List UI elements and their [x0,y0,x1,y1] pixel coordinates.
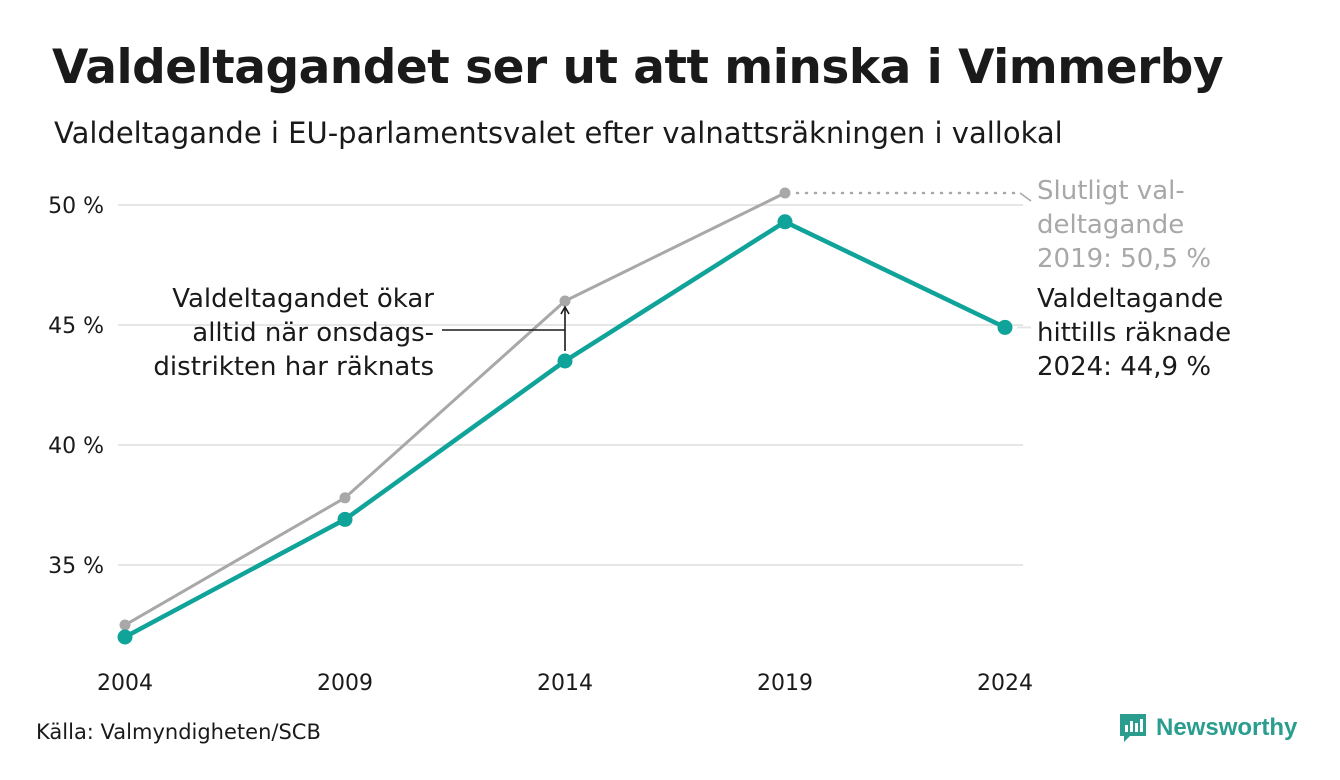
current-2024-annotation-line: hittills räknade [1037,318,1231,348]
data-point-election-night [557,353,573,369]
y-tick-label: 45 % [48,314,104,339]
data-point-final [119,619,131,631]
x-tick-label: 2009 [317,671,373,696]
x-axis: 2004 2009 2014 2019 2024 [97,671,1033,696]
wednesday-annotation-line: distrikten har räknats [153,352,434,382]
data-point-final [559,295,571,307]
series-layer [117,187,1013,645]
y-tick-label: 40 % [48,434,104,459]
current-2024-annotation-line: Valdeltagande [1037,284,1223,314]
chart-title: Valdeltagandet ser ut att minska i Vimme… [52,40,1224,95]
y-tick-label: 50 % [48,194,104,219]
brand-name: Newsworthy [1156,714,1298,741]
brand-logo[interactable]: Newsworthy [1118,712,1297,744]
data-point-election-night [117,629,133,645]
data-point-final [339,492,351,504]
grid-lines [118,204,1023,566]
data-point-final [779,187,791,199]
data-point-election-night [337,511,353,527]
current-2024-annotation-line: 2024: 44,9 % [1037,352,1211,382]
newsworthy-logo-icon [1120,714,1146,742]
x-tick-label: 2019 [757,671,813,696]
final-2019-leader-tick [1019,192,1032,202]
x-tick-label: 2024 [977,671,1033,696]
series-line-final [124,191,786,627]
final-2019-annotation-line: 2019: 50,5 % [1037,244,1211,274]
wednesday-arrow-head [560,305,570,315]
line-chart: 35 % 40 % 45 % 50 % 2004 2009 2014 2019 2024 Sl… [48,176,1231,696]
source-note: Källa: Valmyndigheten/SCB [36,720,321,744]
wednesday-annotation-line: Valdeltagandet ökar [172,284,434,314]
y-tick-label: 35 % [48,554,104,579]
chart-subtitle: Valdeltagande i EU-parlamentsvalet efter… [54,116,1063,150]
data-point-election-night [997,319,1013,335]
wednesday-annotation-line: alltid när onsdags- [192,318,434,348]
x-tick-label: 2004 [97,671,153,696]
x-tick-label: 2014 [537,671,593,696]
y-axis: 35 % 40 % 45 % 50 % [48,194,104,579]
final-2019-annotation-line: Slutligt val- [1037,176,1185,206]
final-2019-annotation-line: deltagande [1037,210,1184,240]
data-point-election-night [777,214,793,230]
annotations-layer: Slutligt val-deltagande 2019: 50,5 % Valde… [153,176,1231,382]
